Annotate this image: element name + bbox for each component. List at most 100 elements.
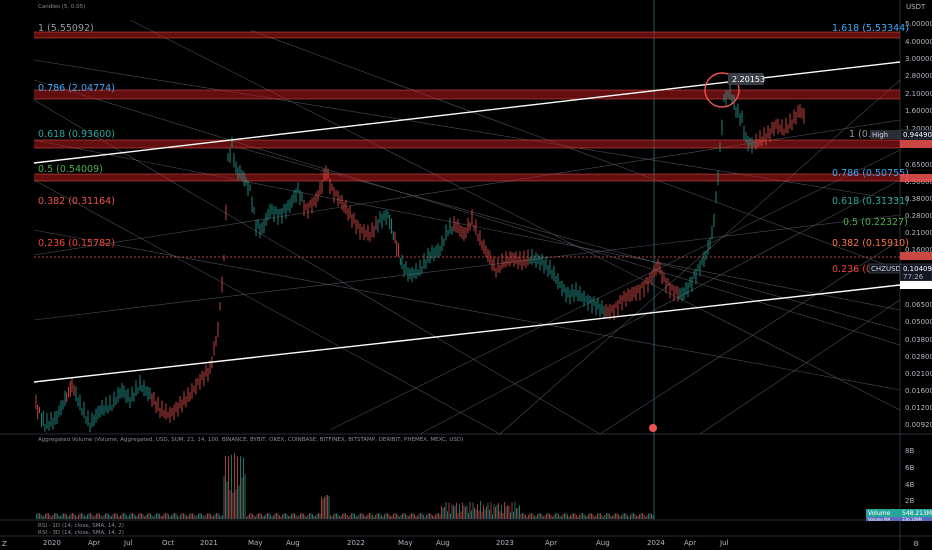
- volume-bar: [400, 514, 402, 519]
- high-tag-box: [870, 130, 900, 139]
- volume-bar: [213, 515, 214, 519]
- date-tick: Jul: [719, 539, 729, 547]
- volume-bar: [304, 515, 306, 519]
- fib-zone: [34, 90, 900, 99]
- high-value: 0.94490: [903, 131, 932, 139]
- event-marker-icon[interactable]: [649, 424, 657, 432]
- volume-bar: [411, 513, 412, 519]
- volume-bar: [120, 515, 121, 519]
- volume-bar: [141, 513, 142, 519]
- price-axis[interactable]: 5.00000 4.00000 3.00000 2.80000 2.10000 1.600…: [905, 20, 932, 429]
- volume-bar: [648, 513, 649, 519]
- price-tick: 0.01600: [905, 387, 932, 395]
- volume-bar: [423, 514, 424, 519]
- volume-bar: [405, 513, 406, 519]
- volume-bar: [55, 513, 57, 519]
- volume-bar: [397, 514, 399, 519]
- date-axis[interactable]: 2020 Apr Jul Oct 2021 May Aug 2022 May Aug 2023 Apr…: [43, 539, 729, 547]
- price-tick: 0.02800: [905, 353, 932, 361]
- volume-bar: [580, 513, 582, 519]
- volume-bar: [579, 514, 580, 519]
- volume-bar: [528, 514, 529, 519]
- volume-bar: [391, 515, 393, 519]
- volume-bar: [420, 513, 421, 519]
- volume-bar: [564, 513, 565, 519]
- volume-bar: [504, 502, 505, 519]
- volume-bar: [396, 513, 397, 519]
- volume-bar: [67, 516, 69, 519]
- volume-bar: [588, 514, 589, 519]
- volume-bar: [385, 513, 387, 519]
- price-tick: 1.20000: [905, 125, 932, 133]
- volume-bar: [640, 513, 642, 519]
- volume-bar: [49, 514, 51, 519]
- volume-bar: [201, 513, 202, 519]
- volume-bar: [378, 513, 379, 519]
- volume-bar: [417, 515, 418, 519]
- volume-bar: [106, 513, 108, 519]
- price-tick: 0.16000: [905, 246, 932, 254]
- date-tick: Oct: [162, 539, 174, 547]
- volume-bar: [199, 513, 201, 519]
- volume-bar: [79, 513, 81, 519]
- settings-gear-icon[interactable]: ⚙: [913, 540, 919, 548]
- volume-bar: [607, 513, 609, 519]
- volume-bar: [309, 513, 310, 519]
- volume-ma-tag-label: Volume MA: [868, 517, 891, 522]
- volume-bar: [565, 513, 567, 519]
- date-tick: May: [398, 539, 412, 547]
- volume-bar: [412, 513, 414, 519]
- volume-bar: [57, 513, 58, 519]
- volume-bar: [217, 513, 219, 519]
- volume-bar: [226, 481, 228, 519]
- volume-bar: [312, 514, 313, 519]
- volume-bar: [462, 502, 463, 519]
- volume-bar: [399, 516, 400, 519]
- volume-bar: [183, 513, 184, 519]
- price-tick: 0.05000: [905, 318, 932, 326]
- volume-bar: [220, 516, 222, 519]
- volume-bar: [169, 516, 171, 519]
- volume-bar: [430, 513, 432, 519]
- volume-bar: [90, 513, 91, 519]
- high-value-box: [899, 129, 932, 140]
- volume-bar: [652, 515, 654, 519]
- volume-bar: [207, 513, 208, 519]
- zone-tag-3: [900, 252, 932, 260]
- volume-bar: [99, 513, 100, 519]
- volume-bar: [46, 513, 48, 519]
- fan-line: [33, 214, 901, 321]
- volume-axis: 8B 6B 4B 2B: [905, 447, 914, 505]
- volume-tick: 4B: [905, 481, 914, 489]
- volume-bar: [552, 516, 553, 519]
- volume-bar: [520, 513, 522, 519]
- volume-bars: [36, 453, 654, 519]
- volume-bar: [627, 515, 628, 519]
- fan-line: [33, 139, 901, 311]
- fib-right-0236: 0.236 (0.: [832, 264, 875, 275]
- volume-bar: [418, 513, 420, 519]
- volume-bar: [516, 508, 517, 519]
- volume-bar: [205, 514, 207, 519]
- volume-bar: [438, 513, 439, 519]
- volume-bar: [616, 513, 618, 519]
- volume-bar: [612, 516, 613, 519]
- volume-bar: [619, 516, 621, 519]
- volume-bar: [325, 495, 327, 519]
- volume-bar: [364, 516, 366, 519]
- volume-bar: [651, 513, 652, 519]
- z-icon[interactable]: Z: [2, 540, 7, 548]
- volume-bar: [223, 476, 225, 519]
- volume-bar: [507, 505, 508, 519]
- volume-bar: [358, 514, 360, 519]
- volume-ma-value-box: [900, 517, 932, 521]
- volume-bar: [336, 513, 337, 519]
- volume-bar: [88, 513, 90, 519]
- volume-bar: [493, 504, 495, 519]
- volume-bar: [121, 513, 123, 519]
- volume-bar: [546, 513, 547, 519]
- volume-bar: [568, 516, 570, 519]
- lower-trendline[interactable]: [33, 284, 901, 383]
- volume-bar: [375, 515, 376, 519]
